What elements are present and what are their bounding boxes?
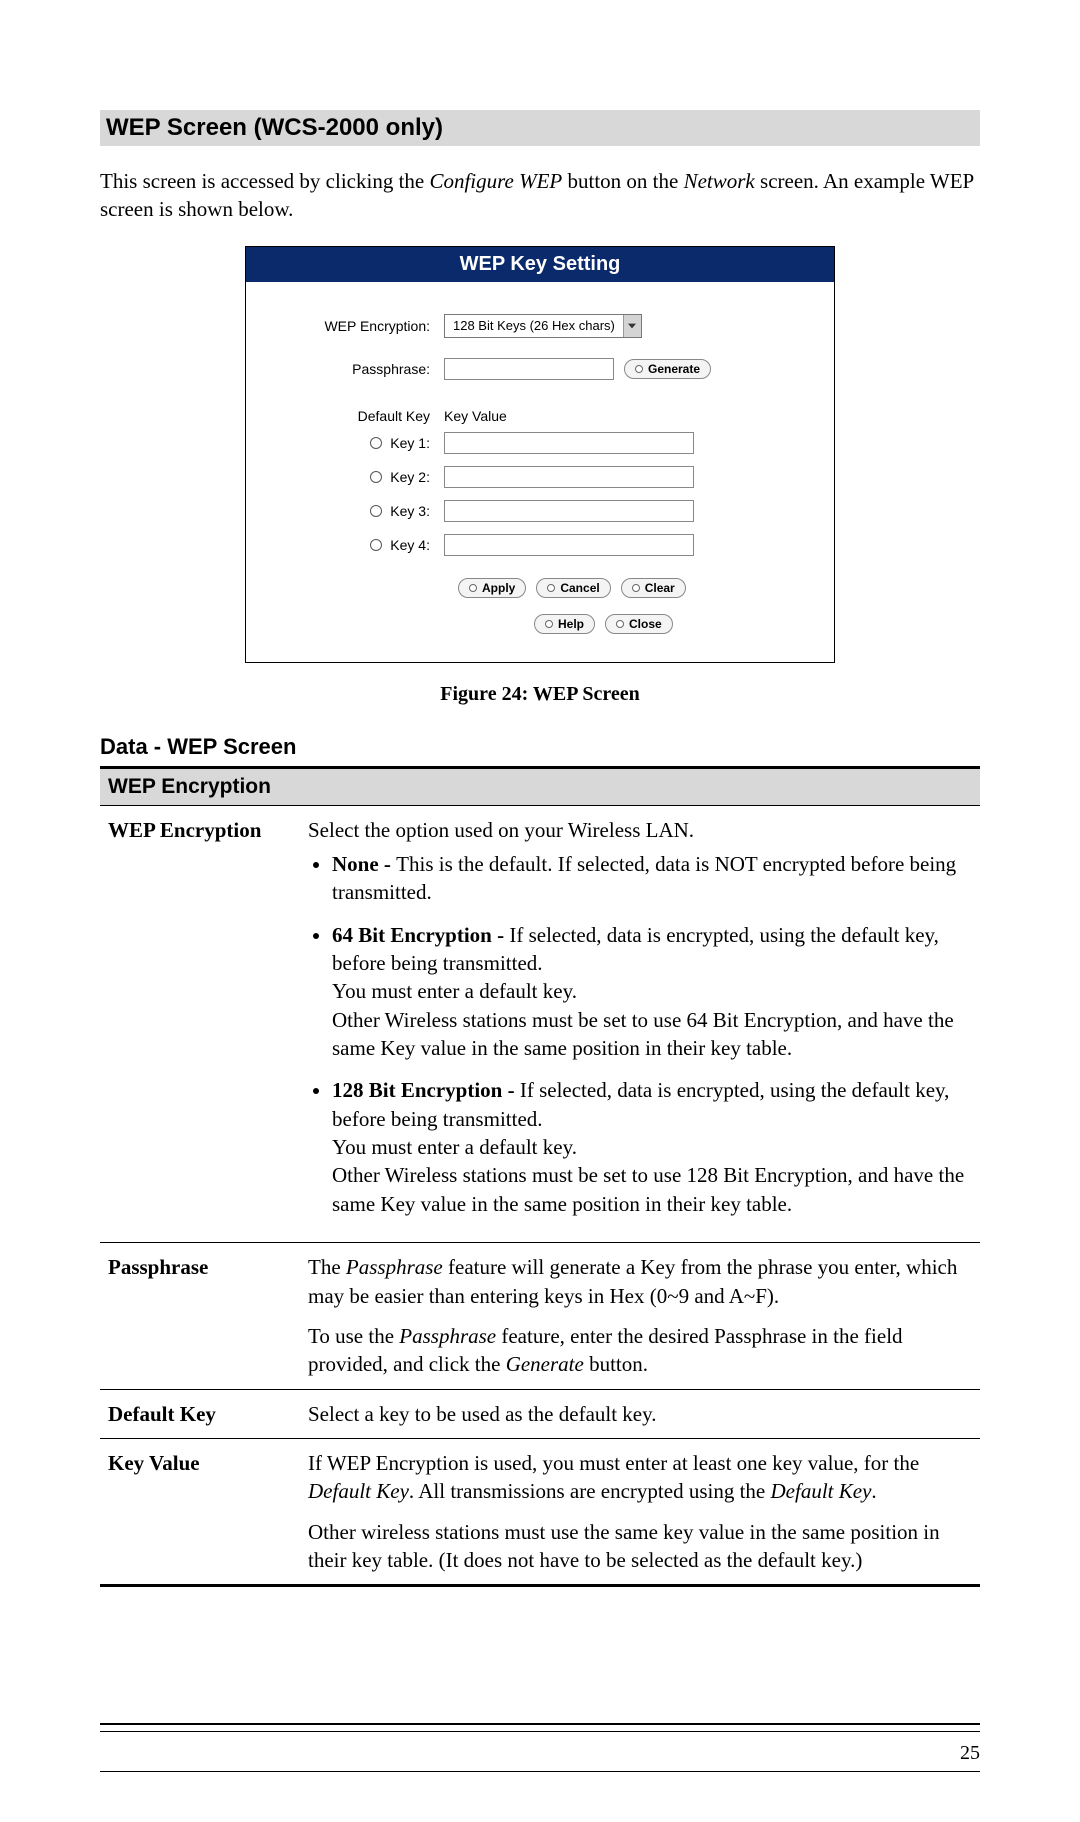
- generate-button[interactable]: Generate: [624, 359, 711, 379]
- wep-encryption-label: WEP Encryption:: [274, 318, 444, 334]
- table-row: Passphrase The Passphrase feature will g…: [100, 1243, 980, 1389]
- wep-encryption-row-content: Select the option used on your Wireless …: [300, 805, 980, 1242]
- button-dot-icon: [616, 620, 624, 628]
- table-row: WEP Encryption Select the option used on…: [100, 805, 980, 1242]
- kv-p1b: . All transmissions are encrypted using …: [409, 1479, 771, 1503]
- kv-p1a: If WEP Encryption is used, you must ente…: [308, 1451, 919, 1475]
- data-section-title: Data - WEP Screen: [100, 734, 980, 760]
- default-key-header: Default Key: [274, 408, 444, 424]
- data-table: WEP Encryption WEP Encryption Select the…: [100, 766, 980, 1588]
- passphrase-row-label: Passphrase: [100, 1243, 300, 1389]
- table-row: Key Value If WEP Encryption is used, you…: [100, 1438, 980, 1585]
- table-section-header: WEP Encryption: [100, 767, 980, 805]
- cancel-button[interactable]: Cancel: [536, 578, 610, 598]
- pass-p2c: button.: [584, 1352, 648, 1376]
- button-dot-icon: [635, 365, 643, 373]
- pass-p2a: To use the: [308, 1324, 399, 1348]
- dialog-title: WEP Key Setting: [246, 247, 834, 282]
- pass-p1a: The: [308, 1255, 346, 1279]
- help-button[interactable]: Help: [534, 614, 595, 634]
- section-header: WEP Screen (WCS-2000 only): [100, 110, 980, 146]
- button-dot-icon: [547, 584, 555, 592]
- none-bold: None -: [332, 852, 396, 876]
- key3-label: Key 3:: [390, 503, 430, 519]
- key2-radio[interactable]: [370, 471, 382, 483]
- clear-button-label: Clear: [645, 581, 675, 595]
- intro-em1: Configure WEP: [429, 169, 562, 193]
- key-value-header: Key Value: [444, 408, 507, 424]
- pass-p1i: Passphrase: [346, 1255, 443, 1279]
- pass-p2i2: Generate: [506, 1352, 584, 1376]
- wep-encryption-value: 128 Bit Keys (26 Hex chars): [445, 318, 623, 333]
- b128-t2: You must enter a default key.: [332, 1135, 577, 1159]
- button-dot-icon: [469, 584, 477, 592]
- pass-p2i: Passphrase: [399, 1324, 496, 1348]
- figure-caption: Figure 24: WEP Screen: [100, 683, 980, 706]
- intro-em2: Network: [684, 169, 755, 193]
- b128-bold: 128 Bit Encryption -: [332, 1078, 520, 1102]
- kv-p1c: .: [871, 1479, 876, 1503]
- wep-encryption-select[interactable]: 128 Bit Keys (26 Hex chars): [444, 314, 642, 338]
- kv-p1i2: Default Key: [771, 1479, 872, 1503]
- table-row: Default Key Select a key to be used as t…: [100, 1389, 980, 1438]
- passphrase-row-content: The Passphrase feature will generate a K…: [300, 1243, 980, 1389]
- b128-t3: Other Wireless stations must be set to u…: [332, 1163, 964, 1215]
- key3-radio[interactable]: [370, 505, 382, 517]
- passphrase-input[interactable]: [444, 358, 614, 380]
- key2-input[interactable]: [444, 466, 694, 488]
- wep-lead-text: Select the option used on your Wireless …: [308, 818, 694, 842]
- keyvalue-row-label: Key Value: [100, 1438, 300, 1585]
- apply-button[interactable]: Apply: [458, 578, 526, 598]
- wep-encryption-row-label: WEP Encryption: [100, 805, 300, 1242]
- defaultkey-row-content: Select a key to be used as the default k…: [300, 1389, 980, 1438]
- help-button-label: Help: [558, 617, 584, 631]
- button-dot-icon: [545, 620, 553, 628]
- key4-input[interactable]: [444, 534, 694, 556]
- page-footer: 25: [100, 1723, 980, 1772]
- key4-radio[interactable]: [370, 539, 382, 551]
- intro-paragraph: This screen is accessed by clicking the …: [100, 167, 980, 224]
- intro-pre: This screen is accessed by clicking the: [100, 169, 429, 193]
- cancel-button-label: Cancel: [560, 581, 599, 595]
- generate-button-label: Generate: [648, 362, 700, 376]
- key4-label: Key 4:: [390, 537, 430, 553]
- kv-p1i: Default Key: [308, 1479, 409, 1503]
- page-number: 25: [100, 1732, 980, 1765]
- key3-input[interactable]: [444, 500, 694, 522]
- list-item: 128 Bit Encryption - If selected, data i…: [332, 1076, 972, 1218]
- key2-label: Key 2:: [390, 469, 430, 485]
- wep-dialog: WEP Key Setting WEP Encryption: 128 Bit …: [245, 246, 835, 663]
- button-dot-icon: [632, 584, 640, 592]
- intro-mid: button on the: [562, 169, 683, 193]
- key1-label: Key 1:: [390, 435, 430, 451]
- list-item: None - This is the default. If selected,…: [332, 850, 972, 907]
- b64-t2: You must enter a default key.: [332, 979, 577, 1003]
- key1-input[interactable]: [444, 432, 694, 454]
- defaultkey-row-label: Default Key: [100, 1389, 300, 1438]
- b64-t3: Other Wireless stations must be set to u…: [332, 1008, 954, 1060]
- close-button[interactable]: Close: [605, 614, 673, 634]
- apply-button-label: Apply: [482, 581, 515, 595]
- b64-bold: 64 Bit Encryption -: [332, 923, 509, 947]
- list-item: 64 Bit Encryption - If selected, data is…: [332, 921, 972, 1063]
- key1-radio[interactable]: [370, 437, 382, 449]
- close-button-label: Close: [629, 617, 662, 631]
- kv-p2: Other wireless stations must use the sam…: [308, 1518, 972, 1575]
- clear-button[interactable]: Clear: [621, 578, 686, 598]
- none-text: This is the default. If selected, data i…: [332, 852, 956, 904]
- keyvalue-row-content: If WEP Encryption is used, you must ente…: [300, 1438, 980, 1585]
- passphrase-label: Passphrase:: [274, 361, 444, 377]
- chevron-down-icon: [623, 315, 641, 337]
